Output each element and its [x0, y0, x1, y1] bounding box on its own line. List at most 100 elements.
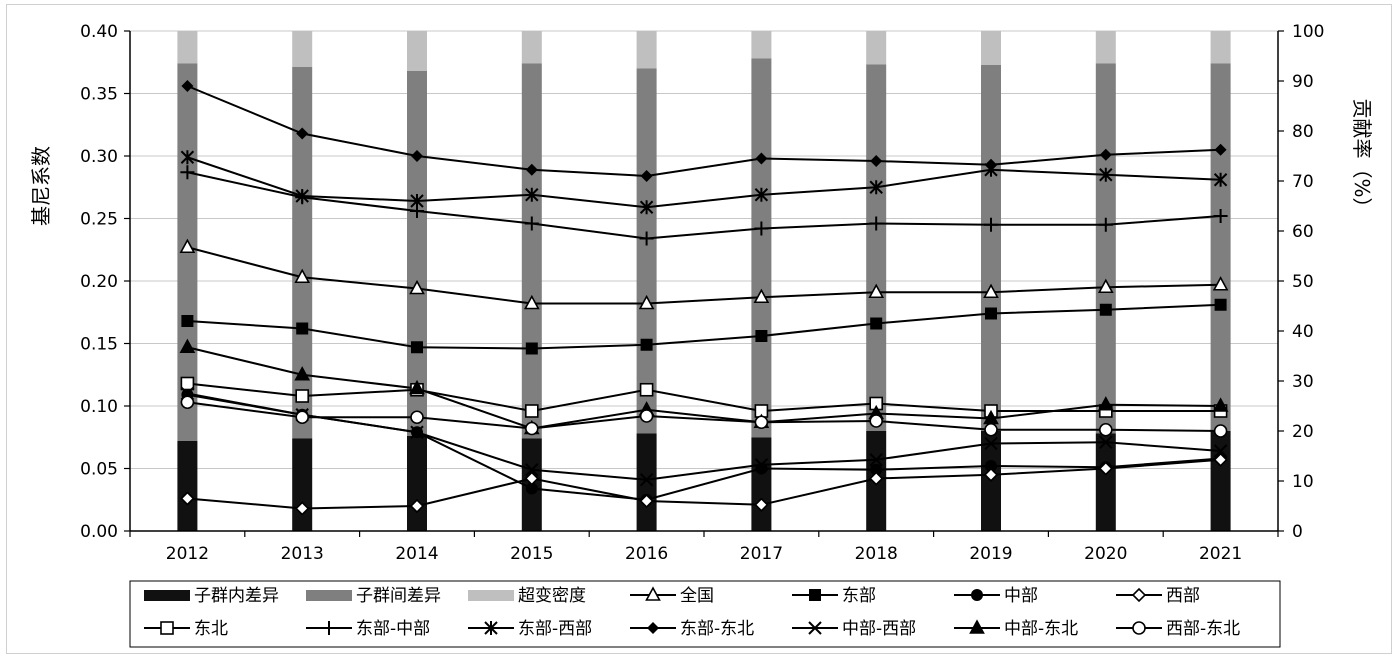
- series-1-point: [983, 283, 999, 299]
- bar-3: [866, 31, 887, 65]
- series-line-1: [187, 246, 1221, 305]
- bar-1: [407, 436, 427, 531]
- marker-shape: [1213, 172, 1228, 187]
- marker-shape: [296, 322, 309, 335]
- series-6-point: [524, 216, 539, 231]
- marker-shape: [1099, 422, 1113, 437]
- marker-shape: [639, 231, 654, 246]
- legend-item: 中部-东北: [954, 619, 1078, 639]
- legend-marker: [322, 621, 336, 635]
- series-9-point: [525, 463, 539, 477]
- series-1-point: [179, 238, 196, 254]
- marker-shape: [295, 410, 310, 425]
- bar-3: [1095, 31, 1116, 64]
- marker-shape: [640, 170, 653, 182]
- marker-shape: [639, 493, 654, 509]
- chart-frame: [6, 4, 1392, 654]
- series-11-point: [1213, 424, 1228, 438]
- series-5-point: [180, 376, 195, 391]
- series-3-point: [985, 460, 997, 472]
- legend-marker: [971, 589, 983, 601]
- y-tick-label-right: 100: [1292, 22, 1324, 42]
- marker-shape: [179, 238, 196, 254]
- legend-marker: [969, 619, 985, 634]
- y-tick-label-right: 70: [1292, 172, 1314, 192]
- marker-shape: [295, 501, 310, 516]
- legend-marker: [809, 589, 821, 601]
- marker-shape: [1099, 303, 1112, 316]
- series-10-point: [179, 338, 196, 354]
- marker-shape: [754, 497, 769, 512]
- marker-shape: [639, 382, 654, 397]
- bar-2: [636, 68, 657, 434]
- series-9-point: [410, 425, 424, 439]
- y-tick-label-right: 30: [1292, 372, 1314, 392]
- marker-shape: [1099, 435, 1113, 449]
- marker-shape: [971, 589, 983, 601]
- bar-1: [292, 438, 313, 531]
- series-line-2: [187, 303, 1221, 350]
- marker-shape: [647, 622, 659, 634]
- y-tick-label-right: 90: [1292, 72, 1314, 92]
- marker-shape: [869, 471, 884, 486]
- y-tick-label-left: 0.35: [80, 85, 118, 105]
- legend-marker: [647, 622, 659, 634]
- legend-item: 西部: [1116, 586, 1200, 606]
- bar-1: [177, 441, 198, 531]
- marker-shape: [639, 200, 654, 215]
- series-4-point: [869, 471, 884, 486]
- series-11-point: [295, 410, 310, 425]
- x-tick-label: 2016: [625, 544, 668, 564]
- marker-shape: [524, 421, 539, 436]
- series-7-point: [180, 150, 195, 165]
- y-tick-label-left: 0.40: [80, 22, 118, 42]
- legend-marker: [808, 621, 822, 635]
- series-9-point: [754, 458, 769, 472]
- legend-label: 子群内差异: [194, 586, 279, 606]
- legend-item: 中部: [954, 586, 1038, 606]
- marker-shape: [322, 621, 336, 635]
- y-tick-label-right: 60: [1292, 222, 1314, 242]
- legend-label: 子群间差异: [356, 586, 441, 606]
- marker-shape: [639, 473, 654, 487]
- marker-shape: [524, 216, 539, 231]
- series-11-point: [180, 395, 195, 410]
- bar-3: [407, 31, 427, 71]
- series-8-point: [870, 155, 883, 167]
- legend-label: 超变密度: [518, 586, 586, 606]
- bar-2: [521, 63, 542, 439]
- bar-3: [1210, 31, 1231, 64]
- marker-shape: [179, 338, 196, 354]
- series-2-point: [870, 317, 883, 330]
- legend-label: 东部-西部: [518, 619, 592, 639]
- x-tick-label: 2021: [1199, 544, 1242, 564]
- y-tick-label-right: 40: [1292, 322, 1314, 342]
- series-7-point: [525, 187, 539, 202]
- series-2-point: [525, 342, 538, 355]
- series-4-point: [1098, 461, 1113, 476]
- marker-shape: [1214, 298, 1227, 311]
- legend-item: 东部-西部: [468, 619, 592, 639]
- y-tick-label-left: 0.15: [80, 335, 118, 355]
- marker-shape: [180, 376, 195, 391]
- series-10-point: [294, 366, 311, 381]
- marker-shape: [869, 180, 883, 195]
- marker-shape: [809, 589, 821, 601]
- legend-label: 中部: [1004, 586, 1038, 606]
- legend-swatch: [306, 590, 352, 601]
- marker-shape: [1097, 396, 1114, 411]
- series-4-point: [983, 467, 999, 482]
- marker-shape: [870, 463, 883, 476]
- series-4-point: [639, 493, 654, 509]
- legend-item: 全国: [630, 586, 714, 606]
- series-8-point: [1214, 143, 1227, 156]
- marker-shape: [1212, 397, 1229, 412]
- marker-shape: [1213, 209, 1228, 223]
- series-line-10: [187, 346, 1221, 430]
- legend-label: 东部-东北: [680, 619, 754, 639]
- marker-shape: [983, 467, 999, 482]
- series-6-point: [639, 231, 654, 246]
- marker-shape: [180, 491, 195, 506]
